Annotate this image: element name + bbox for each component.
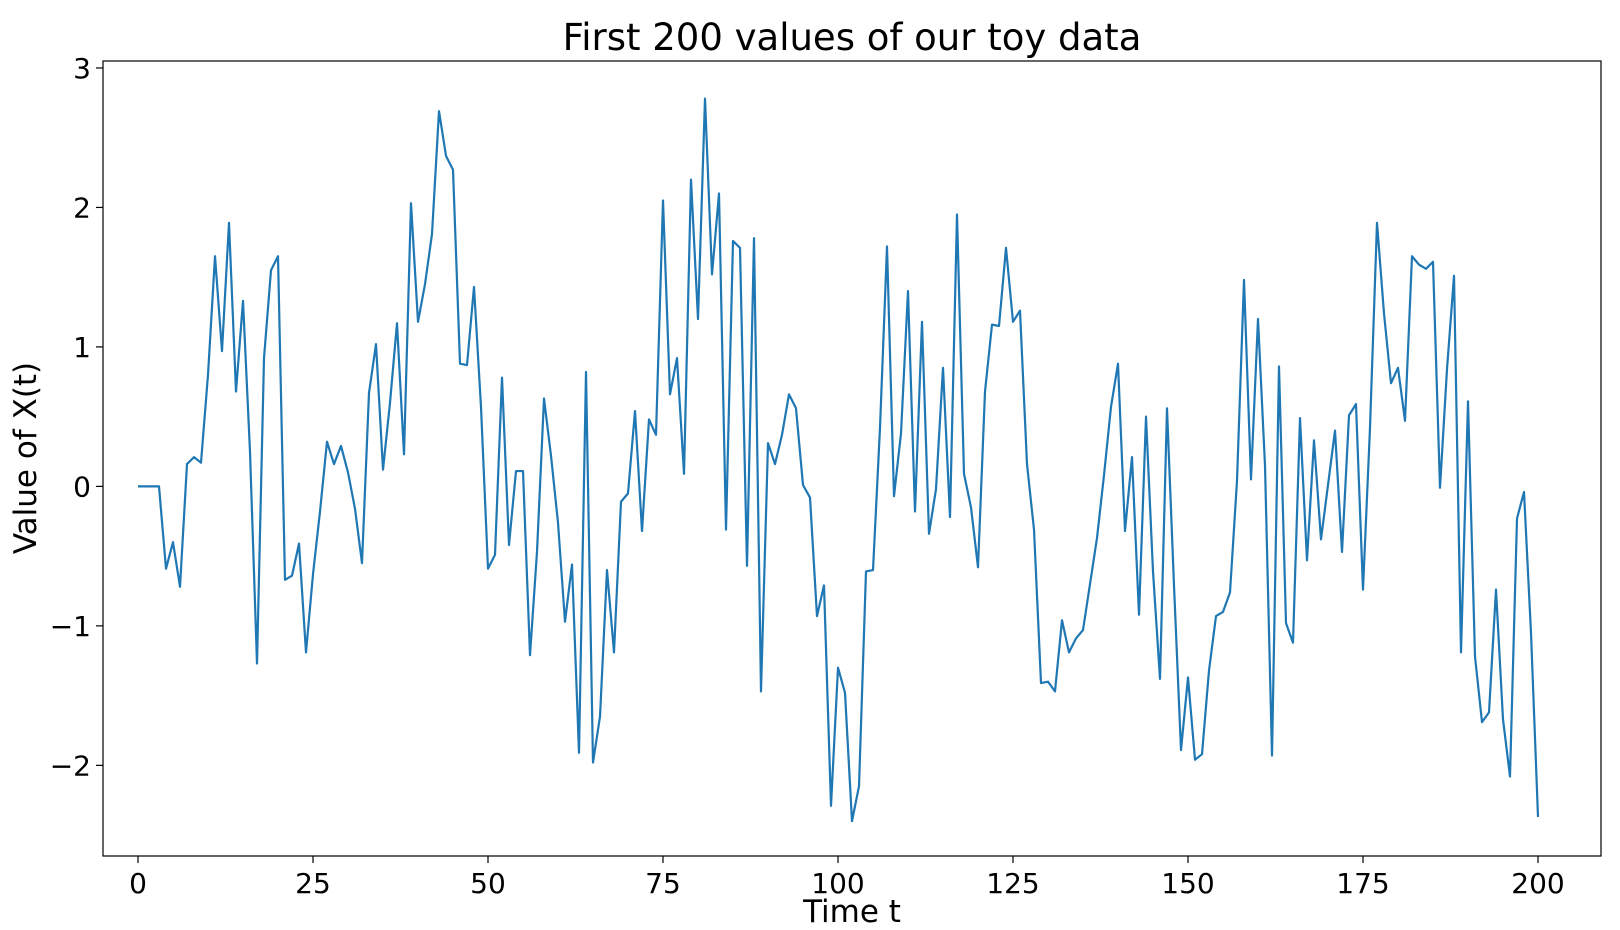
y-tick-label: 3 [73,52,91,85]
x-axis-label: Time t [802,894,901,930]
x-axis: 0 25 50 75 100 125 150 175 200 [129,856,1565,900]
y-tick-label: −1 [50,610,91,643]
x-tick-label: 200 [1511,867,1564,900]
x-tick-label: 125 [986,867,1039,900]
plot-area [102,60,1602,857]
y-tick-label: 1 [73,331,91,364]
y-tick-label: 0 [73,470,91,503]
chart-title: First 200 values of our toy data [563,16,1142,59]
x-tick-label: 50 [470,867,506,900]
y-tick-label: −2 [50,749,91,782]
x-tick-label: 175 [1336,867,1389,900]
y-axis-label: Value of X(t) [8,362,44,554]
x-tick-label: 150 [1161,867,1214,900]
x-tick-label: 0 [129,867,147,900]
x-tick-label: 100 [811,867,864,900]
x-tick-label: 75 [645,867,681,900]
y-axis: −2 −1 0 1 2 3 [50,52,103,782]
x-tick-label: 25 [295,867,331,900]
series-line [138,97,1540,823]
y-tick-label: 2 [73,191,91,224]
